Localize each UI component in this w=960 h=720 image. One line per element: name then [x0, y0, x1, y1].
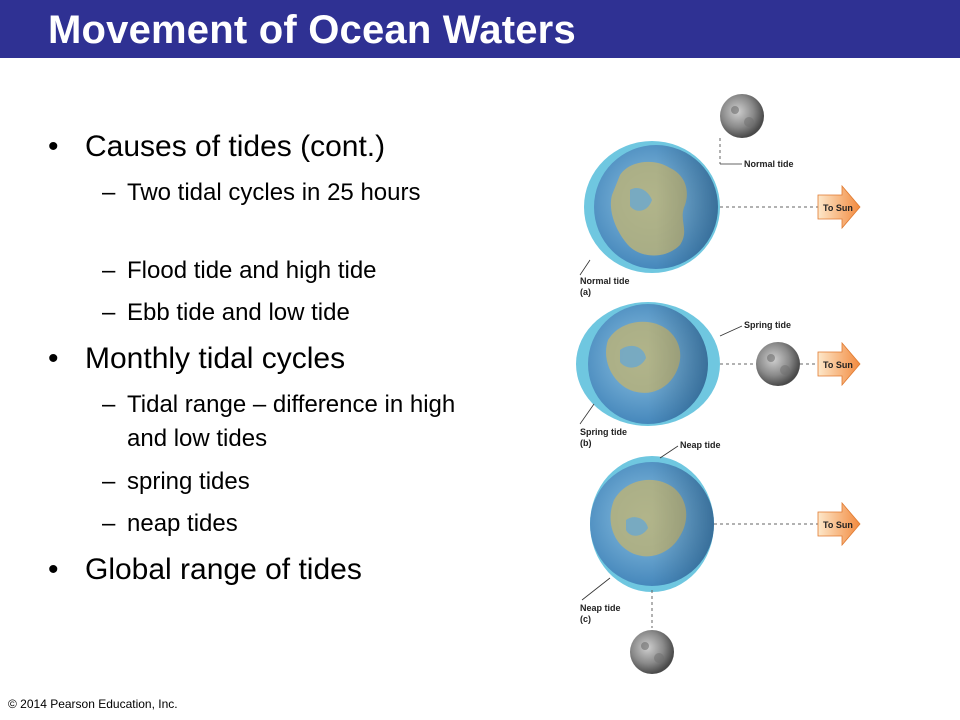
to-sun-label: To Sun [823, 360, 853, 370]
label-neap-tide-top: Neap tide [680, 440, 721, 450]
to-sun-label: To Sun [823, 203, 853, 213]
bullet-marker: • [48, 553, 59, 586]
label-spring-tide-bottom: Spring tide [580, 427, 627, 437]
label-spring-tide-top: Spring tide [744, 320, 791, 330]
panel-spring-tide: Spring tide To Sun Spring tide (b) [576, 302, 861, 448]
earth-icon [590, 462, 714, 586]
earth-icon [588, 304, 708, 424]
dash-marker: – [102, 391, 116, 418]
sub-bullet-text: Ebb tide and low tide [127, 299, 350, 326]
to-sun-label: To Sun [823, 520, 853, 530]
label-normal-tide-bottom: Normal tide [580, 276, 630, 286]
sub-bullet-text: Flood tide and high tide [127, 257, 377, 284]
panel-normal-tide: Normal tide To Sun Normal tide (a) [579, 94, 861, 297]
dash-marker: – [102, 468, 116, 495]
panel-letter-c: (c) [580, 614, 591, 624]
label-normal-tide-top: Normal tide [744, 159, 794, 169]
bullet-marker: • [48, 130, 59, 163]
sub-bullet-text: Two tidal cycles in 25 hours [127, 179, 421, 206]
sun-arrow-icon: To Sun [817, 184, 861, 230]
earth-icon [594, 145, 718, 269]
bullet-text: Monthly tidal cycles [85, 342, 346, 375]
tides-figure: Normal tide To Sun Normal tide (a) [560, 80, 880, 680]
bullet-text: Causes of tides (cont.) [85, 130, 386, 163]
tides-diagram: Normal tide To Sun Normal tide (a) [576, 94, 861, 674]
title-bar: Movement of Ocean Waters [0, 0, 960, 58]
bullet-marker: • [48, 342, 59, 375]
sub-bullet-text: Tidal range – difference in high and low… [127, 391, 456, 452]
label-neap-tide-bottom: Neap tide [580, 603, 621, 613]
moon-icon [756, 342, 800, 386]
moon-icon [720, 94, 764, 138]
sun-arrow-icon: To Sun [817, 341, 861, 387]
slide-content: • Causes of tides (cont.) – Two tidal cy… [48, 130, 456, 586]
bullet-text: Global range of tides [85, 553, 362, 586]
slide-title: Movement of Ocean Waters [48, 8, 576, 52]
panel-letter-a: (a) [580, 287, 591, 297]
sun-arrow-icon: To Sun [817, 501, 861, 547]
panel-letter-b: (b) [580, 438, 592, 448]
dash-marker: – [102, 179, 116, 206]
dash-marker: – [102, 257, 116, 284]
sub-bullet-text: spring tides [127, 468, 250, 495]
dash-marker: – [102, 299, 116, 326]
panel-neap-tide: Neap tide To Sun Neap tide (c) [580, 440, 861, 674]
dash-marker: – [102, 510, 116, 537]
copyright-notice: © 2014 Pearson Education, Inc. [8, 697, 178, 711]
moon-icon [630, 630, 674, 674]
sub-bullet-text: neap tides [127, 510, 238, 537]
